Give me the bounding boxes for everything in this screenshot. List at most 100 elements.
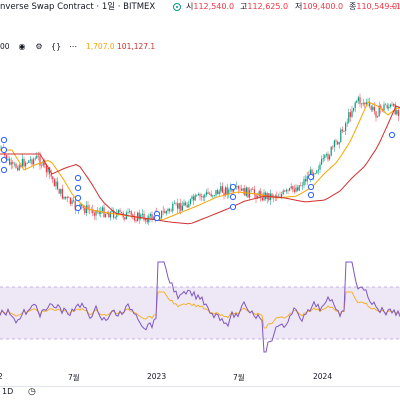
candle-body	[127, 211, 129, 213]
candle-body	[201, 196, 203, 197]
candle-body	[301, 185, 303, 186]
candle-body	[385, 104, 387, 106]
ohlc-open: 시112,540.0	[186, 2, 235, 11]
candle-body	[183, 202, 185, 206]
candle-body	[37, 155, 39, 157]
candle-body	[149, 214, 151, 217]
candle-body	[325, 154, 327, 156]
candle-body	[194, 195, 196, 201]
candle-body	[105, 214, 107, 218]
candle-body	[173, 203, 175, 204]
candle-body	[73, 200, 75, 201]
candle-body	[290, 186, 292, 189]
candle-body	[10, 162, 12, 165]
candle-body	[311, 169, 313, 177]
candle-body	[303, 179, 305, 186]
candle-body	[68, 197, 70, 198]
candle-body	[215, 190, 217, 196]
signal-marker	[74, 194, 82, 202]
candle-body	[340, 129, 342, 143]
candle-body	[337, 141, 339, 145]
candle-body	[362, 102, 364, 105]
candle-body	[319, 164, 321, 170]
more-icon[interactable]: ⋯	[69, 42, 77, 51]
ohlc-low: 저109,400.0	[295, 2, 344, 11]
candle-body	[55, 181, 57, 187]
time-label: 2024	[313, 372, 333, 381]
timeframe-button[interactable]: 1D	[2, 387, 14, 396]
candle-body	[84, 208, 86, 214]
candle-body	[36, 155, 38, 159]
candle-body	[85, 205, 87, 214]
signal-marker	[0, 166, 8, 174]
candle-body	[204, 194, 206, 198]
candle-body	[217, 190, 219, 195]
candle-body	[341, 129, 343, 132]
candle-body	[111, 210, 113, 212]
candle-body	[321, 159, 323, 165]
candle-body	[348, 112, 350, 123]
candle-body	[193, 196, 195, 201]
candle-body	[396, 110, 398, 115]
candle-body	[92, 209, 94, 214]
source-code-icon[interactable]: {}	[51, 42, 62, 51]
candle-body	[63, 196, 65, 199]
candle-body	[346, 122, 348, 124]
candle-body	[372, 106, 374, 110]
candle-body	[138, 212, 140, 220]
candle-body	[322, 157, 324, 160]
candle-body	[383, 104, 385, 111]
candle-body	[253, 189, 255, 195]
candle-body	[29, 159, 31, 161]
candle-body	[213, 195, 215, 196]
candle-body	[252, 189, 254, 191]
candle-body	[82, 206, 84, 209]
candle-body	[276, 195, 278, 198]
ohlc-close: 종110,549.0	[349, 2, 398, 11]
time-axis: 2 7월 2023 7월 2024	[0, 372, 400, 384]
candle-body	[365, 102, 367, 105]
signal-marker	[74, 204, 82, 212]
candle-body	[109, 211, 111, 218]
candle-body	[357, 97, 359, 102]
candle-body	[282, 190, 284, 195]
candle-body	[261, 197, 263, 201]
calendar-icon[interactable]: ◷	[28, 387, 36, 397]
ma-fast-line	[0, 101, 400, 221]
candle-body	[386, 105, 388, 109]
signal-marker	[0, 146, 8, 154]
candle-body	[129, 211, 131, 212]
ohlc-high: 고112,625.0	[240, 2, 289, 11]
symbol-title[interactable]: nverse Swap Contract · 1일 · BITMEX	[0, 2, 156, 12]
candle-body	[188, 204, 190, 208]
settings-icon[interactable]: ⚙	[35, 42, 43, 51]
candle-body	[309, 169, 311, 178]
candle-body	[66, 197, 68, 199]
candle-body	[313, 173, 315, 177]
candle-body	[65, 196, 67, 199]
candle-body	[369, 101, 371, 107]
candle-body	[161, 210, 163, 218]
candle-body	[108, 212, 110, 218]
candle-body	[26, 162, 28, 164]
candle-body	[359, 97, 361, 104]
candle-body	[58, 189, 60, 194]
candle-body	[226, 187, 228, 195]
candle-body	[25, 162, 27, 167]
candle-body	[281, 194, 283, 198]
candle-body	[61, 188, 63, 199]
candle-body	[95, 210, 97, 216]
candle-body	[79, 203, 81, 207]
candle-body	[81, 203, 83, 207]
candle-body	[23, 158, 25, 167]
eye-icon[interactable]: ◉	[18, 42, 26, 51]
rsi-pane	[0, 261, 400, 353]
candle-body	[33, 159, 35, 165]
candle-body	[343, 131, 345, 132]
candle-body	[293, 189, 295, 192]
candle-body	[255, 194, 257, 199]
candle-body	[169, 208, 171, 211]
candle-body	[53, 179, 55, 187]
signal-marker	[74, 184, 82, 192]
